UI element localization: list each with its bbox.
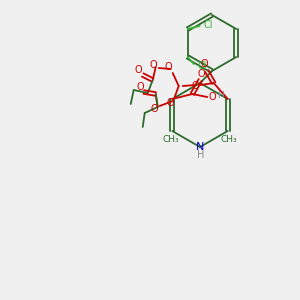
Text: O: O	[201, 59, 208, 69]
Text: O: O	[165, 62, 172, 72]
Text: O: O	[135, 65, 142, 75]
Text: H: H	[217, 91, 224, 100]
Text: O: O	[197, 69, 205, 79]
Text: Cl: Cl	[197, 61, 206, 71]
Text: O: O	[208, 92, 216, 102]
Text: H: H	[197, 150, 205, 160]
Text: O: O	[192, 81, 200, 91]
Text: O: O	[150, 60, 158, 70]
Text: N: N	[196, 142, 204, 152]
Text: CH₃: CH₃	[220, 136, 237, 145]
Text: CH₃: CH₃	[163, 136, 180, 145]
Text: O: O	[137, 82, 145, 92]
Text: O: O	[151, 104, 158, 114]
Text: Cl: Cl	[203, 20, 212, 30]
Text: O: O	[167, 98, 175, 108]
